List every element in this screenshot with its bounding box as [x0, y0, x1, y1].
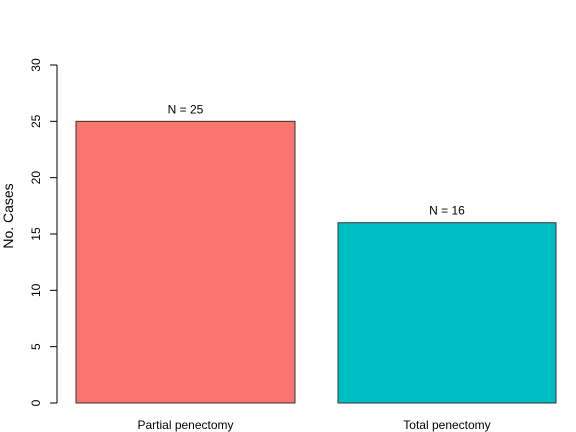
bar-0	[75, 120, 296, 404]
x-category-label: Partial penectomy	[137, 418, 233, 432]
y-axis-ticks: 0 5 10 15 20 25 30	[29, 58, 57, 406]
data-labels-group: N = 25 N = 16	[168, 102, 466, 217]
y-tick-label: 5	[29, 343, 43, 350]
bar-value-label: N = 16	[429, 204, 465, 218]
y-axis-title: No. Cases	[0, 183, 16, 248]
y-tick-label: 20	[29, 171, 43, 185]
y-tick-label: 0	[29, 399, 43, 406]
y-tick-label: 30	[29, 58, 43, 72]
bar-value-label: N = 25	[168, 102, 204, 116]
category-labels-group: Partial penectomy Total penectomy	[137, 418, 490, 432]
bars-group	[75, 120, 557, 404]
x-category-label: Total penectomy	[403, 418, 490, 432]
y-tick-label: 25	[29, 114, 43, 128]
bar-1	[337, 222, 557, 404]
y-tick-label: 15	[29, 227, 43, 241]
y-tick-label: 10	[29, 283, 43, 297]
